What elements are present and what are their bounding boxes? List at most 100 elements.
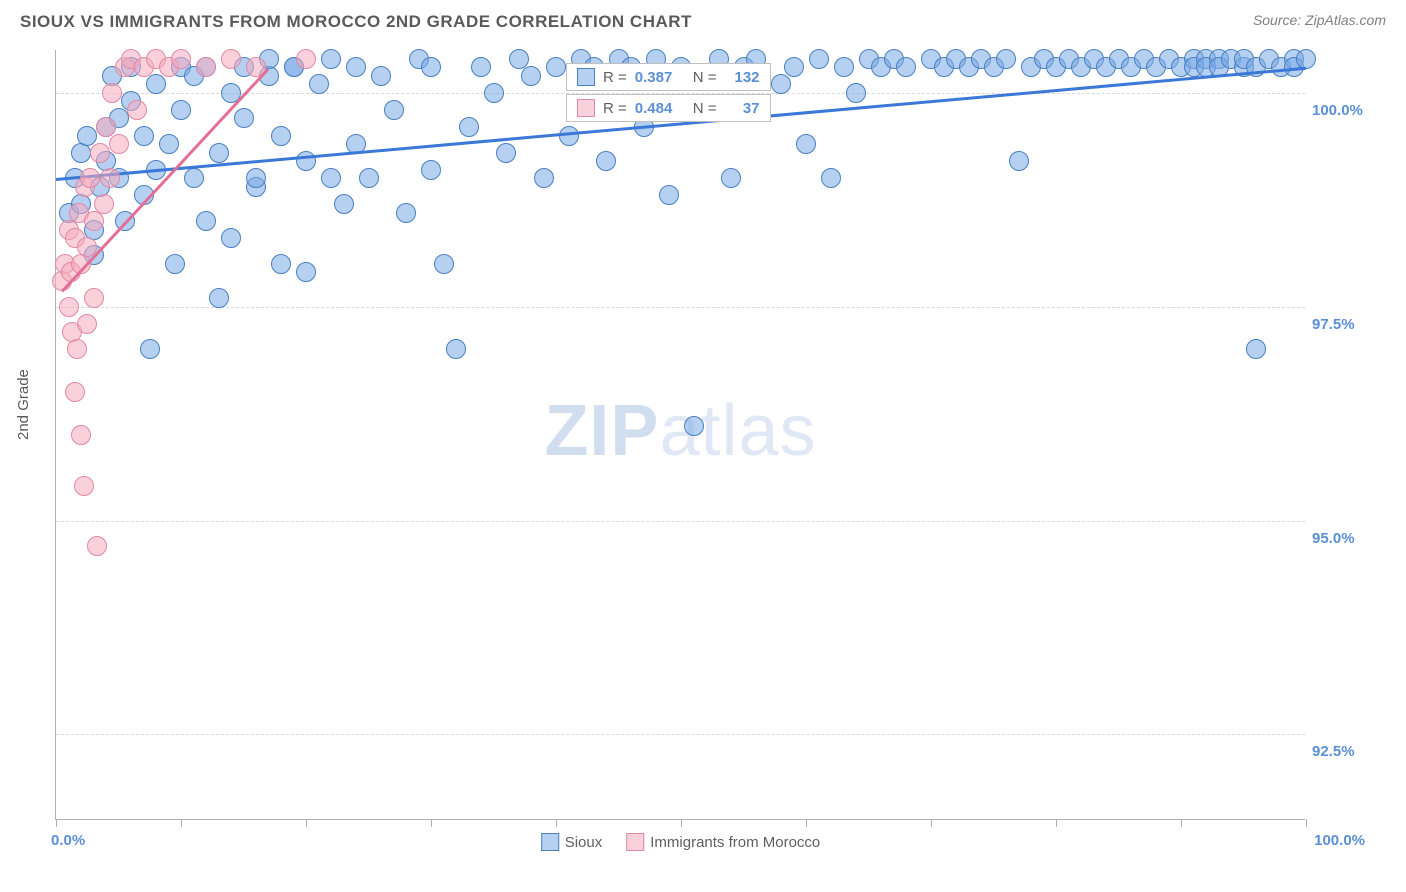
data-point [171, 49, 191, 69]
data-point [384, 100, 404, 120]
data-point [77, 314, 97, 334]
data-point [534, 168, 554, 188]
x-tick [56, 819, 57, 827]
legend-item: Immigrants from Morocco [626, 833, 820, 851]
data-point [67, 339, 87, 359]
data-point [521, 66, 541, 86]
data-point [271, 126, 291, 146]
data-point [509, 49, 529, 69]
gridline: 97.5% [56, 307, 1305, 308]
data-point [809, 49, 829, 69]
data-point [1246, 339, 1266, 359]
data-point [84, 211, 104, 231]
data-point [80, 168, 100, 188]
data-point [496, 143, 516, 163]
data-point [846, 83, 866, 103]
data-point [96, 117, 116, 137]
data-point [484, 83, 504, 103]
watermark-atlas: atlas [659, 390, 816, 470]
data-point [721, 168, 741, 188]
data-point [184, 168, 204, 188]
stat-box: R =0.387N =132 [566, 63, 771, 91]
data-point [396, 203, 416, 223]
y-tick-label: 92.5% [1312, 743, 1387, 760]
data-point [134, 126, 154, 146]
gridline: 92.5% [56, 734, 1305, 735]
swatch-icon [577, 99, 595, 117]
legend-label: Immigrants from Morocco [650, 834, 820, 851]
data-point [446, 339, 466, 359]
data-point [109, 134, 129, 154]
data-point [684, 416, 704, 436]
data-point [296, 49, 316, 69]
stat-box: R =0.484N =37 [566, 94, 771, 122]
swatch-icon [577, 68, 595, 86]
stat-r-value: 0.387 [635, 69, 685, 86]
data-point [246, 168, 266, 188]
data-point [1296, 49, 1316, 69]
x-axis-label-max: 100.0% [1314, 832, 1365, 849]
data-point [896, 57, 916, 77]
stat-r-value: 0.484 [635, 100, 685, 117]
x-tick [806, 819, 807, 827]
watermark-zip: ZIP [544, 390, 659, 470]
data-point [90, 143, 110, 163]
data-point [209, 143, 229, 163]
swatch-icon [626, 833, 644, 851]
watermark: ZIPatlas [544, 389, 816, 471]
data-point [77, 126, 97, 146]
data-point [159, 134, 179, 154]
data-point [102, 83, 122, 103]
data-point [196, 57, 216, 77]
data-point [127, 100, 147, 120]
data-point [87, 536, 107, 556]
data-point [834, 57, 854, 77]
x-tick [1181, 819, 1182, 827]
data-point [196, 211, 216, 231]
data-point [596, 151, 616, 171]
data-point [309, 74, 329, 94]
chart-header: SIOUX VS IMMIGRANTS FROM MOROCCO 2ND GRA… [0, 0, 1406, 40]
x-tick [556, 819, 557, 827]
plot-area: ZIPatlas 0.0% 100.0% SiouxImmigrants fro… [55, 50, 1305, 820]
data-point [371, 66, 391, 86]
data-point [65, 382, 85, 402]
data-point [321, 49, 341, 69]
legend-label: Sioux [565, 834, 603, 851]
data-point [796, 134, 816, 154]
data-point [71, 425, 91, 445]
data-point [100, 168, 120, 188]
data-point [165, 254, 185, 274]
data-point [221, 49, 241, 69]
data-point [140, 339, 160, 359]
data-point [821, 168, 841, 188]
data-point [784, 57, 804, 77]
y-tick-label: 97.5% [1312, 316, 1387, 333]
data-point [771, 74, 791, 94]
x-axis-label-min: 0.0% [51, 832, 85, 849]
stat-label: R = [603, 69, 627, 86]
data-point [1009, 151, 1029, 171]
x-tick [431, 819, 432, 827]
y-tick-label: 95.0% [1312, 530, 1387, 547]
x-tick [1306, 819, 1307, 827]
data-point [659, 185, 679, 205]
data-point [321, 168, 341, 188]
data-point [221, 228, 241, 248]
data-point [209, 288, 229, 308]
x-tick [306, 819, 307, 827]
legend: Sioux Immigrants from Morocco [541, 833, 821, 851]
stat-label: N = [693, 100, 717, 117]
stat-label: N = [693, 69, 717, 86]
data-point [334, 194, 354, 214]
swatch-icon [541, 833, 559, 851]
data-point [346, 57, 366, 77]
legend-item: Sioux [541, 833, 603, 851]
data-point [84, 288, 104, 308]
data-point [471, 57, 491, 77]
data-point [59, 297, 79, 317]
data-point [271, 254, 291, 274]
data-point [94, 194, 114, 214]
stat-n-value: 37 [725, 100, 760, 117]
data-point [74, 476, 94, 496]
